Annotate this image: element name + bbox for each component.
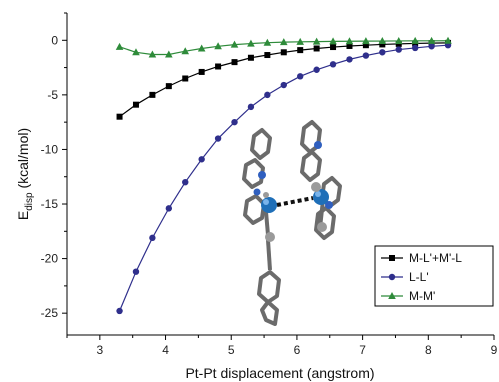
data-point bbox=[313, 45, 320, 52]
data-point bbox=[149, 91, 156, 98]
molecule-inset-image bbox=[242, 120, 342, 326]
data-point bbox=[231, 118, 238, 126]
data-point bbox=[198, 156, 205, 163]
data-point bbox=[279, 38, 288, 46]
data-point bbox=[428, 43, 435, 50]
data-point bbox=[165, 50, 173, 58]
y-tick-label: -25 bbox=[41, 306, 59, 320]
data-point bbox=[182, 178, 189, 186]
data-point bbox=[280, 81, 287, 89]
data-point bbox=[395, 46, 402, 53]
data-point bbox=[116, 307, 123, 315]
data-point bbox=[444, 36, 452, 44]
data-point bbox=[116, 113, 123, 120]
data-point bbox=[165, 205, 173, 212]
data-point bbox=[165, 83, 172, 90]
legend-label: L-L' bbox=[409, 270, 429, 284]
y-ticks: 0 -5 -10 -15 -20 -25 bbox=[41, 12, 67, 320]
y-axis-title-main: E bbox=[15, 211, 31, 220]
data-point bbox=[132, 101, 139, 108]
legend-marker bbox=[388, 292, 396, 299]
data-point bbox=[247, 54, 254, 61]
data-point bbox=[345, 37, 354, 45]
x-tick-label: 4 bbox=[162, 343, 169, 357]
data-point bbox=[362, 52, 370, 59]
data-point bbox=[346, 56, 353, 63]
series-triangle bbox=[115, 36, 452, 58]
data-point bbox=[329, 61, 337, 68]
data-point bbox=[182, 75, 189, 82]
x-tick-label: 8 bbox=[425, 343, 432, 357]
x-tick-label: 9 bbox=[491, 343, 498, 357]
data-point bbox=[330, 44, 337, 51]
y-tick-label: 0 bbox=[51, 33, 58, 47]
data-point bbox=[411, 36, 419, 44]
series-layer bbox=[115, 36, 452, 315]
data-point bbox=[214, 135, 222, 142]
legend: M-L'+M'-L L-L' M-M' bbox=[374, 245, 494, 307]
data-point bbox=[411, 44, 419, 52]
data-point bbox=[198, 68, 205, 75]
data-point bbox=[247, 39, 255, 47]
data-point bbox=[297, 47, 304, 54]
data-point bbox=[149, 234, 156, 242]
data-point bbox=[280, 49, 287, 56]
data-point bbox=[215, 63, 222, 70]
x-tick-label: 7 bbox=[359, 343, 366, 357]
data-point bbox=[378, 37, 387, 45]
data-point bbox=[312, 37, 321, 45]
y-tick-label: -15 bbox=[41, 197, 59, 211]
legend-item: M-L'+M'-L bbox=[381, 251, 462, 265]
data-point bbox=[264, 52, 271, 59]
x-tick-label: 5 bbox=[228, 343, 235, 357]
x-tick-label: 3 bbox=[97, 343, 104, 357]
data-point bbox=[181, 47, 190, 55]
data-point bbox=[362, 42, 369, 49]
y-tick-label: -10 bbox=[41, 142, 59, 156]
data-point bbox=[346, 42, 353, 49]
legend-label: M-L'+M'-L bbox=[409, 251, 462, 265]
legend-item: M-M' bbox=[381, 289, 435, 303]
data-point bbox=[427, 36, 436, 44]
data-point bbox=[263, 38, 272, 46]
data-point bbox=[148, 50, 157, 58]
data-point bbox=[231, 59, 238, 66]
data-point bbox=[296, 37, 305, 45]
legend-marker bbox=[389, 255, 395, 261]
data-point bbox=[329, 37, 337, 45]
data-point bbox=[297, 73, 304, 80]
data-point bbox=[379, 49, 386, 56]
data-point bbox=[230, 40, 239, 48]
x-tick-label: 6 bbox=[294, 343, 301, 357]
legend-label: M-M' bbox=[409, 289, 435, 303]
x-ticks: 3 4 5 6 7 8 9 bbox=[66, 335, 498, 357]
data-point bbox=[132, 268, 140, 275]
data-point bbox=[115, 42, 124, 50]
legend-item: L-L' bbox=[381, 270, 429, 284]
y-tick-label: -5 bbox=[47, 88, 58, 102]
data-point bbox=[247, 103, 255, 111]
data-point bbox=[132, 48, 140, 56]
data-point bbox=[362, 37, 370, 45]
data-point bbox=[394, 36, 403, 44]
legend-marker bbox=[388, 273, 396, 281]
x-axis-title: Pt-Pt displacement (angstrom) bbox=[185, 365, 374, 381]
y-axis-title: Edisp (kcal/mol) bbox=[15, 128, 35, 220]
y-tick-label: -20 bbox=[41, 252, 59, 266]
data-point bbox=[197, 44, 206, 52]
data-point bbox=[214, 42, 222, 50]
y-axis-title-unit: (kcal/mol) bbox=[15, 128, 31, 193]
series-circle bbox=[116, 42, 452, 315]
data-point bbox=[379, 41, 386, 48]
data-point bbox=[264, 91, 271, 99]
data-point bbox=[313, 66, 320, 73]
y-axis-title-sub: disp bbox=[24, 192, 35, 211]
